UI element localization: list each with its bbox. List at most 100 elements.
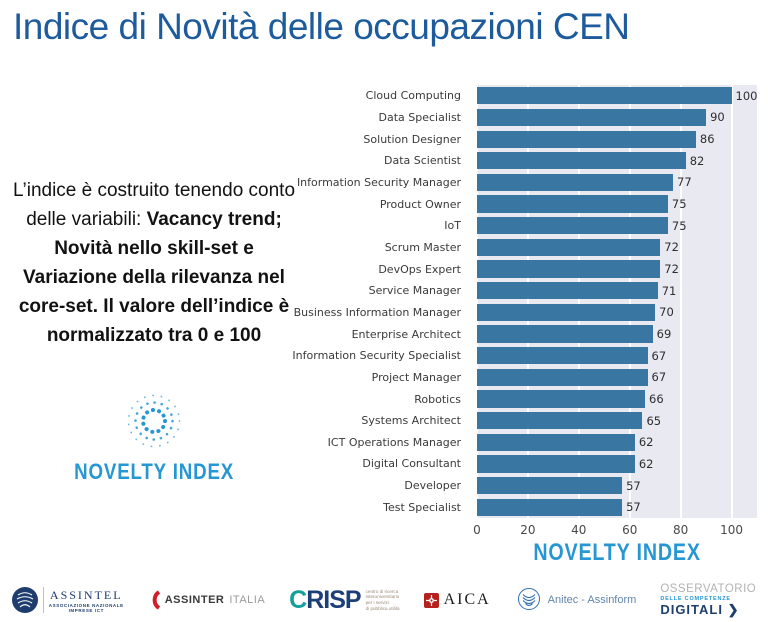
aica-logo: AICA (423, 591, 491, 609)
bar (477, 347, 648, 365)
assintel-subtitle-2: IMPRESE ICT (68, 607, 104, 613)
index-description: L’indice è costruito tenendo conto delle… (8, 176, 300, 350)
bar (477, 412, 643, 430)
bar-row: 90 (477, 107, 757, 129)
bar-row: 72 (477, 237, 757, 259)
bar (477, 260, 661, 278)
bar (477, 455, 635, 473)
bar-row: 70 (477, 302, 757, 324)
bar-row: 100 (477, 85, 757, 107)
assinter-suffix: ITALIA (229, 594, 266, 606)
bar-value-label: 69 (656, 327, 672, 342)
dotted-circle-burst-icon (127, 394, 181, 448)
aica-square-icon (423, 592, 439, 608)
bar-value-label: 75 (671, 218, 687, 233)
bar (477, 87, 732, 105)
bar-value-label: 72 (664, 262, 679, 277)
bar (477, 433, 635, 451)
bar-value-label: 72 (664, 240, 679, 255)
plot-area: 100 90 86 82 77 75 75 72 72 71 70 69 67 67 66 65 62 62 57 5… (476, 85, 757, 518)
gridline (476, 85, 478, 518)
bar-row: 67 (477, 367, 757, 389)
bar-row: 72 (477, 258, 757, 280)
novelty-index-logo-label: NOVELTY INDEX (74, 459, 234, 484)
x-tick-label: 20 (520, 523, 536, 537)
description-intro: L’indice è costruito tenendo conto delle… (12, 180, 296, 230)
category-label: Service Manager (368, 284, 461, 298)
assintel-name: ASSINTEL (49, 587, 123, 602)
bar-value-label: 65 (646, 413, 662, 428)
page-title: Indice di Novità delle occupazioni CEN (13, 6, 630, 47)
bar-value-label: 70 (659, 305, 674, 320)
crisp-rest: RISP (306, 585, 361, 614)
bar-value-label: 67 (651, 348, 667, 363)
category-label: Information Security Specialist (292, 349, 461, 363)
x-tick-label: 80 (672, 523, 689, 537)
assinter-logo: ASSINTER ITALIA (148, 590, 265, 610)
aica-name: AICA (443, 591, 491, 608)
bar (477, 130, 696, 148)
bar (477, 498, 623, 516)
bar (477, 108, 707, 127)
assinter-name: ASSINTER (164, 594, 225, 606)
description-emphasis: Vacancy trend; Novità nello skill-set e … (18, 209, 290, 346)
bar-value-label: 82 (689, 153, 705, 168)
crisp-initial: C (289, 585, 307, 614)
category-label: DevOps Expert (378, 262, 461, 276)
anitec-eagle-icon (517, 588, 540, 610)
assintel-subtitle-1: ASSOCIAZIONE NAZIONALE (48, 602, 124, 608)
novelty-index-logo: NOVELTY INDEX (8, 390, 300, 485)
bar (477, 368, 648, 386)
divider (42, 587, 44, 613)
osservatorio-logo: OSSERVATORIO DELLE COMPETENZE DIGITALI ❯ (660, 583, 757, 617)
category-label: Data Specialist (378, 110, 462, 124)
bar-row: 57 (477, 475, 757, 497)
assinter-arc-icon (152, 590, 160, 610)
category-label: Digital Consultant (362, 457, 461, 471)
assintel-eagle-icon (11, 587, 38, 613)
category-label: Scrum Master (384, 240, 461, 254)
bar-row: 77 (477, 172, 757, 194)
bar-value-label: 75 (671, 197, 687, 212)
novelty-index-bar-chart: Cloud Computing Data Specialist Solution D… (292, 85, 763, 585)
category-label: Solution Designer (363, 132, 461, 146)
bar (477, 390, 645, 408)
category-label: Robotics (414, 392, 461, 406)
x-axis-label: NOVELTY INDEX (477, 539, 757, 567)
category-label: Enterprise Architect (351, 327, 461, 341)
category-label: Business Information Manager (293, 305, 461, 319)
osservatorio-line-3: DIGITALI ❯ (660, 602, 740, 617)
x-tick-label: 40 (571, 523, 587, 537)
x-tick-label: 60 (622, 523, 638, 537)
bar (477, 303, 656, 322)
category-label: Systems Architect (361, 414, 461, 428)
bar (477, 282, 658, 300)
category-label: Cloud Computing (365, 89, 461, 103)
bar-value-label: 57 (626, 478, 641, 493)
bar (477, 152, 686, 170)
bar-value-label: 67 (651, 370, 667, 385)
category-label: ICT Operations Manager (327, 435, 461, 449)
anitec-assinform-logo: Anitec - Assinform (515, 587, 637, 613)
bar (477, 217, 668, 235)
category-label: IoT (444, 219, 461, 233)
bar-value-label: 100 (735, 88, 758, 103)
bar-value-label: 62 (638, 435, 654, 450)
osservatorio-line-2: DELLE COMPETENZE (660, 595, 731, 602)
crisp-tagline-2: interuniversitario (365, 594, 400, 600)
osservatorio-line-1: OSSERVATORIO (660, 583, 757, 595)
bar-value-label: 66 (649, 392, 664, 407)
crisp-logo: CRISP centro di ricerca interuniversitar… (289, 585, 400, 614)
category-label: Data Scientist (384, 154, 461, 168)
bar-value-label: 71 (661, 283, 677, 298)
bar-row: 82 (477, 150, 757, 172)
bar (477, 195, 668, 213)
anitec-name: Anitec - Assinform (547, 594, 637, 606)
category-label: Developer (404, 479, 461, 493)
bars-container: 100 90 86 82 77 75 75 72 72 71 70 69 67 67 66 65 62 62 57 5… (477, 85, 757, 518)
bar-row: 67 (477, 345, 757, 367)
bar (477, 325, 653, 343)
bar-value-label: 77 (677, 175, 692, 190)
bar-row: 69 (477, 323, 757, 345)
gridline (628, 85, 631, 518)
